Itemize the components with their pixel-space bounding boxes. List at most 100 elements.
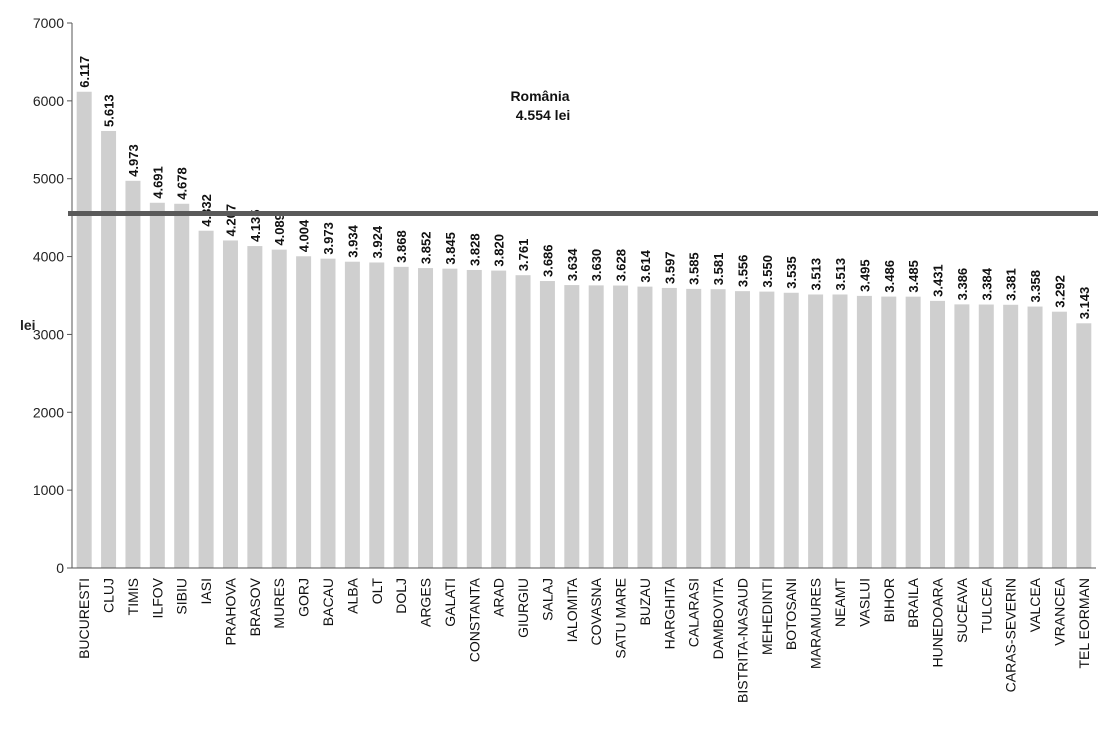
data-label: 3.381 (1004, 268, 1019, 301)
x-tick-label: SIBIU (174, 578, 190, 615)
x-tick-label: IASI (198, 578, 214, 604)
bar (759, 291, 775, 568)
data-label: 3.495 (857, 259, 872, 292)
bar (198, 230, 214, 569)
bar (637, 286, 653, 568)
data-label: 3.556 (735, 255, 750, 288)
data-label: 3.845 (443, 232, 458, 265)
data-label: 3.485 (906, 260, 921, 293)
bar (515, 275, 531, 568)
y-axis-label: lei (20, 317, 36, 333)
x-tick-label: TIMIS (125, 578, 141, 615)
x-tick-label: SUCEAVA (954, 577, 970, 642)
x-tick-label: BUZAU (637, 578, 653, 625)
bar (954, 304, 970, 568)
bar (930, 300, 946, 568)
x-tick-label: ILFOV (149, 577, 165, 618)
data-label: 3.384 (979, 267, 994, 300)
bar (344, 261, 360, 568)
bar (442, 268, 458, 568)
x-tick-label: VALCEA (1027, 577, 1043, 632)
bar (491, 270, 507, 568)
x-tick-label: CALARASI (686, 578, 702, 647)
x-tick-label: CLUJ (101, 578, 117, 613)
data-label: 4.089 (272, 213, 287, 246)
bar (832, 294, 848, 568)
x-tick-label: HARGHITA (661, 577, 677, 649)
reference-label-country: România (510, 88, 569, 104)
data-label: 3.934 (345, 224, 360, 257)
x-tick-label: SATU MARE (613, 578, 629, 659)
bars-group (76, 91, 1092, 569)
x-tick-label: ARAD (491, 578, 507, 617)
data-label: 3.358 (1028, 270, 1043, 303)
x-tick-label: PRAHOVA (222, 577, 238, 645)
data-label: 3.973 (321, 222, 336, 255)
bar (76, 91, 92, 568)
x-tick-label: BUCURESTI (76, 578, 92, 659)
bar (564, 285, 580, 568)
data-label: 4.207 (223, 204, 238, 237)
data-labels-group: 6.117 5.613 4.973 4.691 4.678 4.332 4.207 4.135… (77, 56, 1092, 319)
bar (686, 288, 702, 568)
data-label: 3.852 (419, 232, 434, 265)
bar (418, 268, 434, 568)
data-label: 3.820 (492, 234, 507, 267)
x-tick-label: VRANCEA (1051, 577, 1067, 645)
data-label: 3.628 (614, 249, 629, 282)
x-tick-label: HUNEDOARA (930, 577, 946, 667)
data-label: 5.613 (102, 94, 117, 127)
x-tick-label: GORJ (296, 578, 312, 617)
y-tick-label: 6000 (33, 93, 64, 109)
x-axis: BUCURESTI CLUJ TIMIS ILFOV SIBIU IASI PRAHOVA B… (72, 567, 1096, 703)
data-label: 3.761 (516, 239, 531, 272)
bar (1051, 311, 1067, 568)
y-tick-label: 3000 (33, 326, 64, 342)
bar (978, 304, 994, 568)
x-tick-label: CARAS-SEVERIN (1003, 578, 1019, 692)
data-label: 3.550 (760, 255, 775, 288)
y-tick-label: 4000 (33, 249, 64, 265)
x-tick-label: ARGES (418, 578, 434, 627)
data-label: 3.581 (711, 253, 726, 286)
x-tick-label: BRAILA (905, 577, 921, 627)
x-tick-label: BACAU (320, 578, 336, 626)
data-label: 4.691 (150, 166, 165, 199)
bar (369, 262, 385, 568)
bar (1027, 306, 1043, 568)
data-label: 3.630 (589, 249, 604, 282)
bar (783, 292, 799, 568)
y-tick-label: 5000 (33, 171, 64, 187)
y-tick-label: 7000 (33, 15, 64, 31)
bar (710, 289, 726, 568)
data-label: 3.634 (565, 248, 580, 281)
data-label: 3.686 (540, 244, 555, 277)
data-label: 3.828 (467, 233, 482, 266)
x-tick-label: SALAJ (539, 578, 555, 621)
bar (125, 180, 141, 569)
bar (247, 246, 263, 568)
data-label: 3.597 (662, 251, 677, 284)
bar (1076, 323, 1092, 568)
data-label: 3.486 (882, 260, 897, 293)
x-tick-label: OLT (369, 578, 385, 605)
data-label: 3.614 (638, 249, 653, 282)
x-tick-label: IALOMITA (564, 577, 580, 642)
x-tick-label: MEHEDINTI (759, 578, 775, 655)
data-label: 4.973 (126, 144, 141, 177)
data-label: 4.678 (175, 167, 190, 200)
x-tick-label: MARAMURES (808, 578, 824, 669)
data-label: 3.535 (784, 256, 799, 289)
bar (296, 256, 312, 568)
x-tick-label: BRASOV (247, 577, 263, 636)
bar (222, 240, 238, 568)
y-tick-label: 1000 (33, 482, 64, 498)
x-tick-label: VASLUI (856, 578, 872, 627)
bar (808, 294, 824, 568)
data-label: 3.386 (955, 268, 970, 301)
bar (661, 287, 677, 568)
bar (101, 130, 117, 568)
y-tick-label: 2000 (33, 404, 64, 420)
bar (174, 203, 190, 568)
